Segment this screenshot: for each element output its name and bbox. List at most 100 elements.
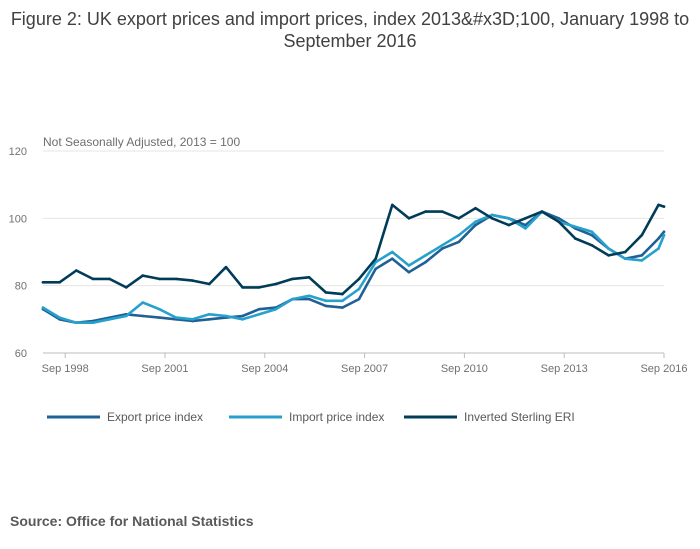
data-point	[573, 237, 577, 240]
data-point	[341, 306, 344, 309]
data-point	[274, 307, 278, 311]
data-point	[391, 203, 394, 207]
data-point	[590, 243, 594, 247]
data-point	[357, 277, 361, 281]
data-point	[474, 220, 477, 223]
data-point	[374, 257, 377, 261]
data-point	[490, 213, 494, 217]
data-point	[307, 294, 311, 298]
data-point	[640, 233, 644, 237]
data-point	[474, 206, 477, 210]
data-point	[457, 240, 461, 244]
x-tick-label: Sep 2013	[541, 363, 588, 375]
data-point	[590, 230, 594, 234]
data-point	[524, 223, 527, 227]
data-point	[324, 304, 328, 308]
data-point	[640, 254, 644, 257]
data-point	[74, 269, 78, 272]
data-point	[208, 312, 211, 316]
data-point	[407, 264, 411, 267]
data-point	[124, 286, 128, 289]
data-point	[507, 223, 511, 227]
data-point	[41, 306, 45, 309]
data-point	[391, 257, 394, 261]
data-point	[440, 247, 444, 250]
data-point	[224, 265, 228, 269]
data-point	[524, 227, 527, 230]
data-point	[507, 217, 511, 220]
data-point	[407, 217, 411, 220]
data-point	[257, 286, 261, 289]
data-point	[224, 314, 228, 318]
data-point	[607, 254, 610, 257]
x-tick-label: Sep 2007	[341, 363, 388, 375]
data-point	[623, 257, 627, 261]
data-point	[141, 274, 145, 277]
data-point	[623, 250, 627, 254]
series-line-1	[41, 210, 666, 324]
data-point	[274, 282, 278, 286]
axis-ticks: 60 80 100 120 Sep 1998 Sep 2001 Sep 2004 Sep 20…	[9, 146, 688, 375]
chart-title: Figure 2: UK export prices and import pr…	[10, 9, 690, 51]
data-point	[174, 316, 178, 319]
series-lines	[41, 203, 666, 325]
data-point	[291, 277, 294, 281]
legend-label-1: Export price index	[107, 410, 203, 424]
y-tick-label: 100	[9, 213, 27, 225]
y-tick-label: 120	[9, 146, 27, 158]
data-point	[662, 205, 666, 208]
grid-lines	[43, 150, 664, 354]
data-point	[141, 314, 145, 318]
data-point	[557, 217, 560, 220]
x-tick-label: Sep 2016	[640, 363, 687, 375]
data-point	[640, 259, 644, 262]
data-point	[662, 233, 666, 237]
data-point	[91, 321, 95, 325]
data-point	[440, 243, 444, 247]
y-tick-label: 60	[15, 348, 27, 360]
data-point	[407, 270, 411, 274]
data-point	[324, 299, 328, 303]
data-point	[374, 267, 377, 271]
data-point	[174, 277, 178, 281]
data-point	[607, 247, 610, 250]
data-point	[158, 277, 161, 281]
data-point	[341, 299, 344, 303]
data-point	[457, 217, 461, 220]
data-point	[424, 260, 427, 264]
x-tick-label: Sep 2001	[141, 363, 188, 375]
data-point	[490, 217, 494, 220]
chart-subtitle: Not Seasonally Adjusted, 2013 = 100	[43, 135, 241, 149]
data-point	[141, 301, 145, 304]
data-point	[657, 203, 660, 207]
data-point	[257, 307, 261, 311]
data-point	[241, 318, 244, 321]
data-point	[41, 281, 45, 284]
data-point	[557, 220, 560, 223]
data-point	[657, 237, 660, 240]
data-point	[457, 233, 461, 237]
data-point	[91, 277, 95, 281]
data-point	[341, 292, 344, 296]
data-point	[291, 297, 294, 301]
legend: Export price index Import price index Inve…	[47, 410, 575, 424]
data-point	[124, 314, 128, 318]
series-line-2	[41, 210, 666, 324]
data-point	[191, 279, 195, 282]
data-point	[307, 297, 311, 301]
data-point	[158, 316, 161, 319]
data-point	[58, 316, 61, 319]
data-point	[657, 247, 660, 250]
data-point	[357, 287, 361, 291]
data-point	[391, 250, 394, 254]
data-point	[357, 297, 361, 301]
data-point	[74, 321, 78, 325]
legend-label-2: Import price index	[289, 410, 384, 424]
x-tick-label: Sep 2010	[441, 363, 488, 375]
data-point	[108, 277, 111, 281]
legend-label-3: Inverted Sterling ERI	[464, 410, 575, 424]
data-point	[241, 314, 244, 318]
data-point	[324, 291, 328, 294]
data-point	[208, 282, 211, 286]
